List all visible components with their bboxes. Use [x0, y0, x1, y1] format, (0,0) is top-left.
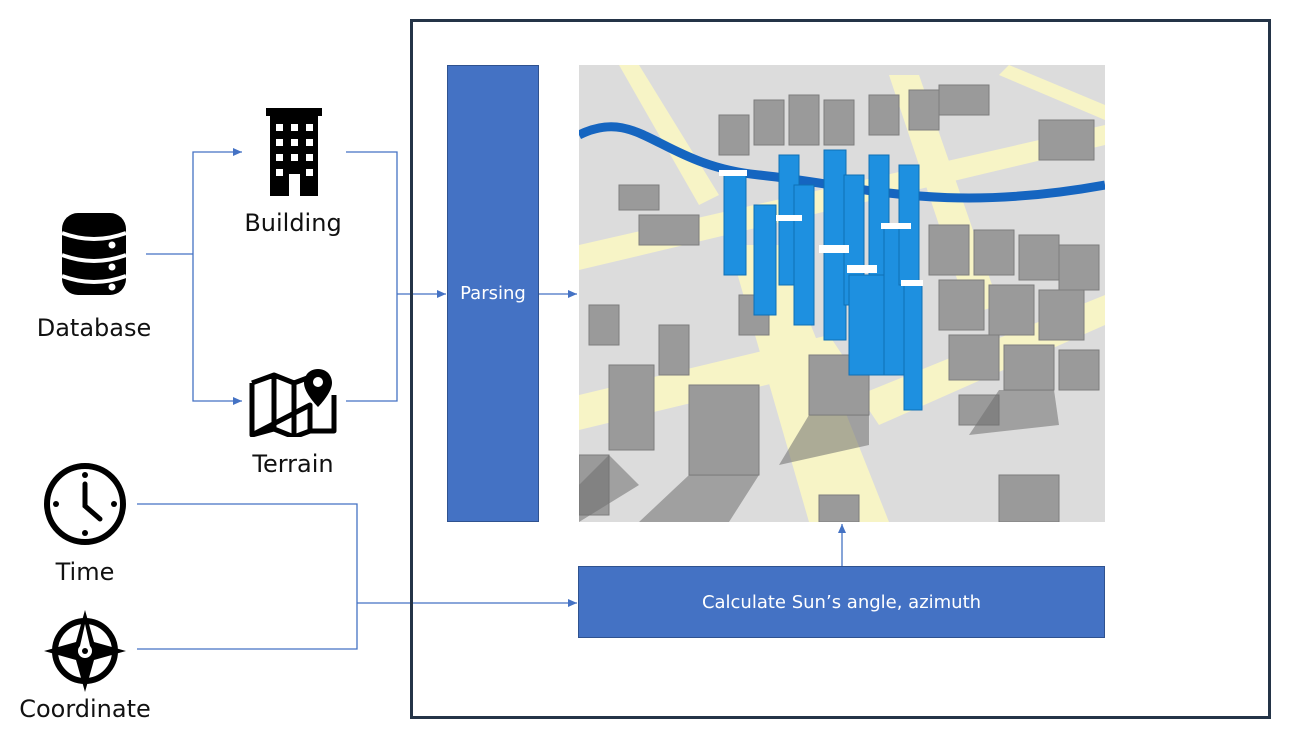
terrain-label: Terrain — [252, 450, 334, 478]
split-to-building-arrow — [192, 148, 242, 254]
parsing-box: Parsing — [447, 65, 539, 522]
database-label: Database — [36, 314, 152, 342]
process-frame — [410, 19, 1271, 719]
coordinate-label: Coordinate — [19, 695, 151, 723]
compass-icon — [44, 610, 126, 692]
map-pin-icon — [249, 369, 337, 437]
building-icon — [266, 108, 322, 196]
building-label: Building — [244, 209, 342, 237]
time-coordinate-merge-line — [137, 503, 358, 650]
parsing-label: Parsing — [460, 283, 526, 304]
database-icon — [62, 213, 126, 295]
clock-icon — [44, 463, 126, 545]
sun-calculation-box: Calculate Sun’s angle, azimuth — [578, 566, 1105, 638]
split-to-terrain-arrow — [192, 254, 242, 405]
3d-city-render — [579, 65, 1105, 522]
building-to-merge-line — [346, 151, 398, 402]
sun-calculation-label: Calculate Sun’s angle, azimuth — [701, 591, 982, 613]
time-label: Time — [55, 558, 115, 586]
